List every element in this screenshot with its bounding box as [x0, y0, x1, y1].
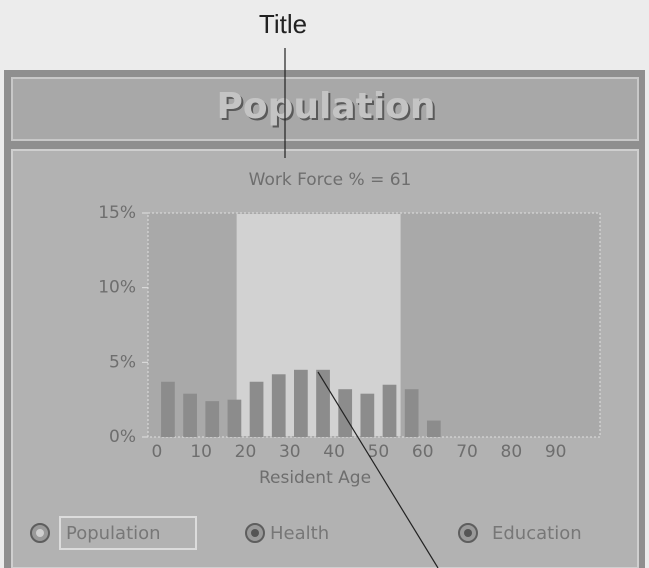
bar [250, 382, 264, 437]
page: {"callout": "Title", "window_title": "Po… [0, 0, 649, 568]
button-label: Health [270, 523, 329, 544]
bar [360, 394, 374, 437]
chart-title: Work Force % = 61 [249, 170, 412, 190]
y-tick-label: 0% [109, 427, 136, 447]
bar [228, 400, 242, 437]
bar [272, 374, 286, 437]
bar [338, 389, 352, 437]
button-icon-dot [251, 529, 259, 537]
button-label: Population [66, 523, 161, 544]
bar [161, 382, 175, 437]
screenshot: Title Population Population Work Force %… [0, 0, 649, 568]
x-tick-label: 60 [412, 442, 434, 462]
y-tick-label: 5% [109, 352, 136, 372]
x-tick-label: 10 [190, 442, 212, 462]
callout-label: Title [259, 9, 307, 39]
x-tick-label: 80 [501, 442, 523, 462]
x-tick-label: 90 [545, 442, 567, 462]
x-axis-label: Resident Age [259, 468, 371, 488]
y-tick-label: 10% [98, 278, 136, 298]
x-tick-label: 70 [456, 442, 478, 462]
x-tick-label: 30 [279, 442, 301, 462]
bar [383, 385, 397, 437]
bar [294, 370, 308, 437]
y-tick-label: 15% [98, 203, 136, 223]
x-tick-label: 0 [151, 442, 162, 462]
window-title: Population [216, 86, 435, 127]
tab-button[interactable]: Health [246, 523, 329, 544]
x-tick-label: 20 [235, 442, 257, 462]
button-label: Education [492, 523, 582, 544]
button-icon-dot [464, 529, 472, 537]
button-icon-dot [36, 529, 44, 537]
bar [205, 401, 219, 437]
bar [183, 394, 197, 437]
bar [427, 421, 441, 437]
x-tick-label: 40 [323, 442, 345, 462]
bar [405, 389, 419, 437]
